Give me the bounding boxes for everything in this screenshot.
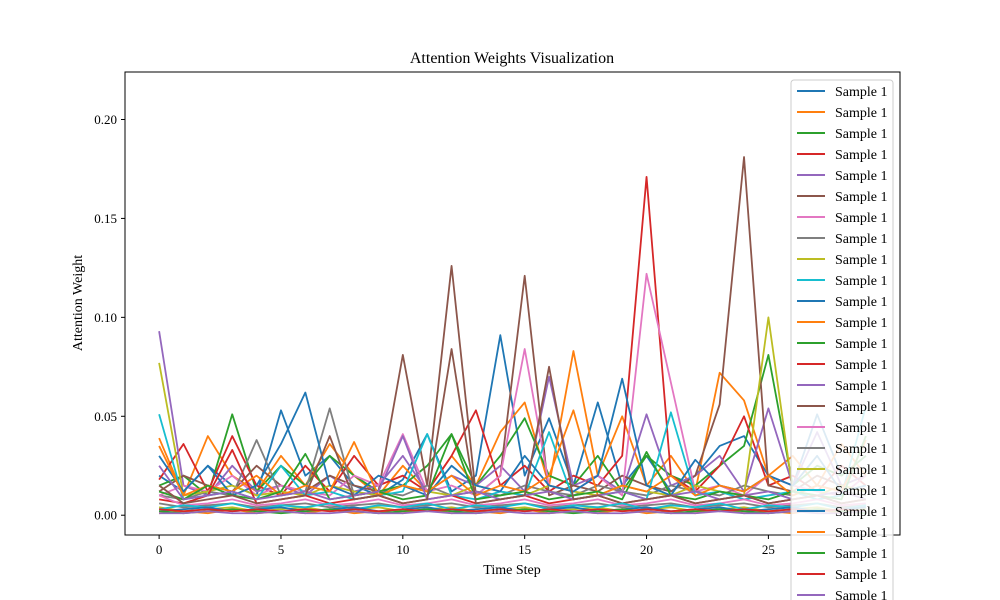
series-line-20 — [158, 502, 867, 511]
series-line-1 — [158, 334, 867, 497]
legend-label: Sample 1 — [835, 127, 888, 142]
legend-box — [790, 79, 894, 600]
y-axis: 0.00 0.05 0.10 0.15 0.20 — [94, 112, 125, 523]
legend-label: Sample 1 — [835, 589, 888, 600]
plot-frame — [124, 71, 901, 536]
legend-label: Sample 1 — [835, 211, 888, 226]
x-axis: 0 5 10 15 20 25 — [156, 535, 775, 557]
y-tick-label: 0.05 — [94, 409, 117, 424]
y-tick-label: 0.10 — [94, 310, 117, 325]
legend-label: Sample 1 — [835, 274, 888, 289]
series-line-17 — [158, 494, 866, 507]
legend-label: Sample 1 — [835, 379, 888, 394]
x-tick-label: 15 — [518, 542, 531, 557]
y-tick-label: 0.00 — [94, 508, 117, 523]
series-line-2 — [158, 350, 867, 497]
series-line-25 — [159, 510, 866, 515]
legend-label: Sample 1 — [835, 526, 888, 541]
series-line-8 — [158, 407, 867, 501]
y-axis-label: Attention Weight — [71, 255, 86, 351]
y-tick-label: 0.20 — [94, 112, 117, 127]
legend-label: Sample 1 — [835, 505, 888, 520]
legend-label: Sample 1 — [835, 421, 888, 436]
chart-title: Attention Weights Visualization — [410, 50, 614, 67]
legend-label: Sample 1 — [835, 190, 888, 205]
series-line-6 — [158, 156, 867, 497]
legend-label: Sample 1 — [835, 547, 888, 562]
legend-label: Sample 1 — [835, 106, 888, 121]
legend: Sample 1 Sample 1 Sample 1 Sample 1 Sample 1… — [790, 79, 894, 600]
legend-label: Sample 1 — [835, 148, 888, 163]
x-tick-label: 5 — [278, 542, 285, 557]
legend-label: Sample 1 — [835, 295, 888, 310]
legend-label: Sample 1 — [835, 568, 888, 583]
series-line-4 — [158, 175, 867, 497]
legend-label: Sample 1 — [835, 400, 888, 415]
x-tick-label: 20 — [640, 542, 653, 557]
x-tick-label: 25 — [762, 542, 775, 557]
series-line-16 — [158, 348, 867, 505]
legend-label: Sample 1 — [835, 463, 888, 478]
legend-label: Sample 1 — [835, 169, 888, 184]
legend-label: Sample 1 — [835, 337, 888, 352]
x-tick-label: 0 — [156, 542, 163, 557]
legend-label: Sample 1 — [835, 358, 888, 373]
legend-label: Sample 1 — [835, 85, 888, 100]
y-tick-label: 0.15 — [94, 211, 117, 226]
legend-label: Sample 1 — [835, 484, 888, 499]
legend-label: Sample 1 — [835, 442, 888, 457]
x-tick-label: 10 — [396, 542, 409, 557]
legend-label: Sample 1 — [835, 316, 888, 331]
legend-label: Sample 1 — [835, 253, 888, 268]
legend-label: Sample 1 — [835, 232, 888, 247]
series-line-10 — [158, 406, 867, 501]
series-layer — [158, 156, 867, 515]
x-axis-label: Time Step — [483, 563, 540, 578]
